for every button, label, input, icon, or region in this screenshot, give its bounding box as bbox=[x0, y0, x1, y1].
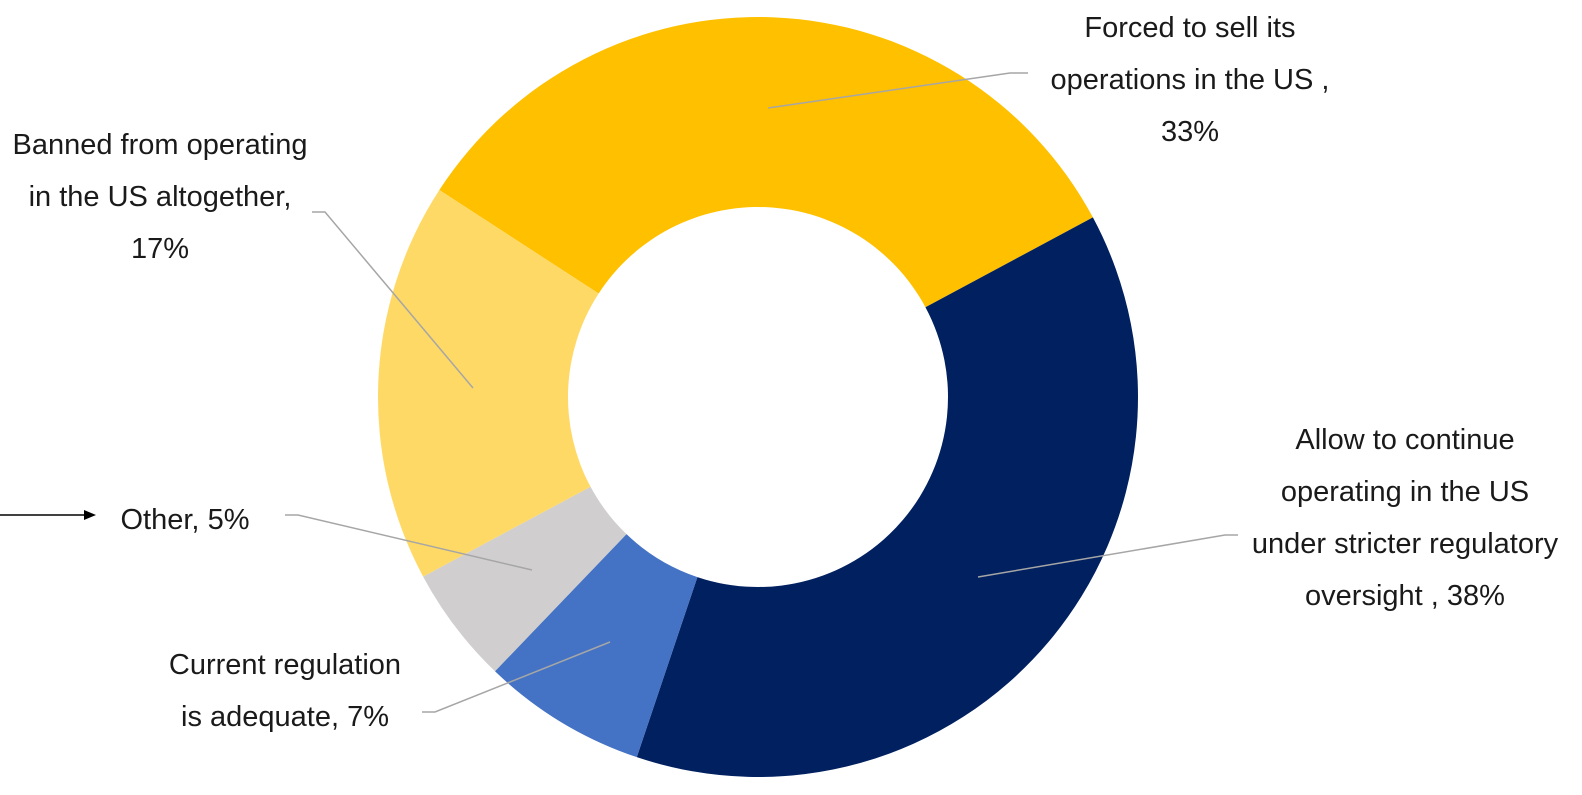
data-label: Current regulation is adequate, 7% bbox=[155, 639, 415, 743]
donut-segment bbox=[439, 16, 1093, 308]
category-label: Allow to continue operating in the US un… bbox=[1251, 424, 1559, 612]
category-label: Forced to sell its operations in the US … bbox=[1050, 12, 1330, 96]
donut-segment bbox=[636, 217, 1138, 777]
leaders bbox=[285, 72, 1238, 713]
leader-line bbox=[422, 641, 611, 713]
donut-segment bbox=[494, 534, 698, 758]
value-label: 5% bbox=[207, 504, 250, 536]
category-label: Banned from operating in the US altogeth… bbox=[12, 129, 308, 213]
leader-line bbox=[767, 72, 1028, 109]
data-label: Banned from operating in the US altogeth… bbox=[5, 119, 315, 275]
value-label: 7% bbox=[347, 701, 389, 733]
value-label: 38% bbox=[1446, 580, 1505, 612]
leader-line bbox=[977, 534, 1238, 578]
arrow-head bbox=[84, 510, 96, 520]
value-label: 33% bbox=[1160, 116, 1220, 148]
category-label: Current regulation is adequate, bbox=[168, 649, 402, 733]
leader-line bbox=[312, 211, 474, 389]
value-label: 17% bbox=[130, 233, 190, 265]
data-label: Allow to continue operating in the US un… bbox=[1240, 414, 1570, 622]
category-label: Other, bbox=[120, 504, 200, 536]
data-label: Other, 5% bbox=[90, 494, 280, 546]
leader-line bbox=[285, 514, 533, 571]
donut-segment bbox=[378, 190, 599, 577]
data-label: Forced to sell its operations in the US … bbox=[1025, 2, 1355, 158]
donut-segment bbox=[423, 486, 627, 672]
